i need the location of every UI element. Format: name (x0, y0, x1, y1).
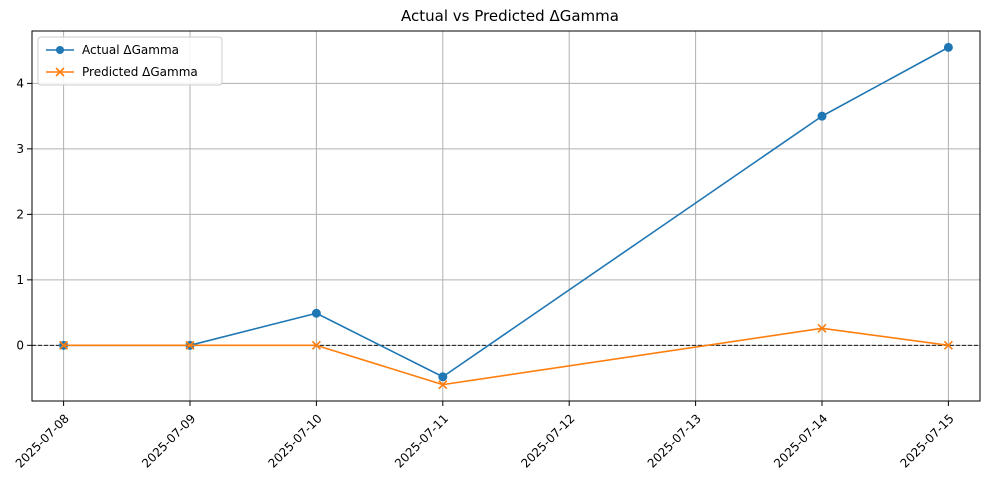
series-point-circle (943, 42, 953, 52)
x-tick-label: 2025-07-12 (518, 411, 577, 470)
series-line (63, 46, 949, 378)
series-lines (59, 42, 953, 390)
x-tick-label: 2025-07-14 (771, 411, 830, 470)
legend-label: Actual ΔGamma (82, 43, 179, 57)
legend-marker-x (55, 67, 65, 77)
x-tick-label: 2025-07-08 (13, 411, 72, 470)
y-tick-label: 2 (16, 207, 24, 221)
series-point-x (185, 340, 195, 350)
series-point-circle (311, 308, 321, 318)
x-tick-label: 2025-07-10 (266, 411, 325, 470)
series-point-x (943, 340, 953, 350)
axes: 2025-07-08 2025-07-09 2025-07-10 2025-07-11… (13, 30, 981, 471)
legend-box (37, 36, 223, 86)
y-tick-label: 3 (16, 142, 24, 156)
legend-marker-circle (56, 46, 64, 54)
series-point-x (311, 340, 321, 350)
marker-stroke (59, 340, 69, 350)
chart-title: Actual vs Predicted ΔGamma (401, 7, 619, 25)
series-point-circle (438, 372, 448, 382)
marker-stroke (438, 380, 448, 390)
series-point-x (59, 340, 69, 350)
marker-stroke (311, 340, 321, 350)
legend: Actual ΔGamma Predicted ΔGamma (37, 36, 223, 86)
series-point-circle (817, 111, 827, 121)
y-tick-label: 4 (16, 76, 24, 90)
marker-stroke (943, 340, 953, 350)
legend-label: Predicted ΔGamma (82, 65, 198, 79)
y-tick-label: 0 (16, 338, 24, 352)
series-point-x (817, 323, 827, 333)
marker-stroke (817, 323, 827, 333)
x-tick-label: 2025-07-11 (392, 411, 451, 470)
series-point-x (438, 380, 448, 390)
series-line (63, 327, 949, 386)
x-tick-label: 2025-07-09 (139, 411, 198, 470)
plot-frame (31, 30, 981, 402)
x-tick-label: 2025-07-15 (898, 411, 957, 470)
y-tick-label: 1 (16, 273, 24, 287)
marker-stroke (55, 67, 65, 77)
x-tick-label: 2025-07-13 (645, 411, 704, 470)
marker-stroke (185, 340, 195, 350)
